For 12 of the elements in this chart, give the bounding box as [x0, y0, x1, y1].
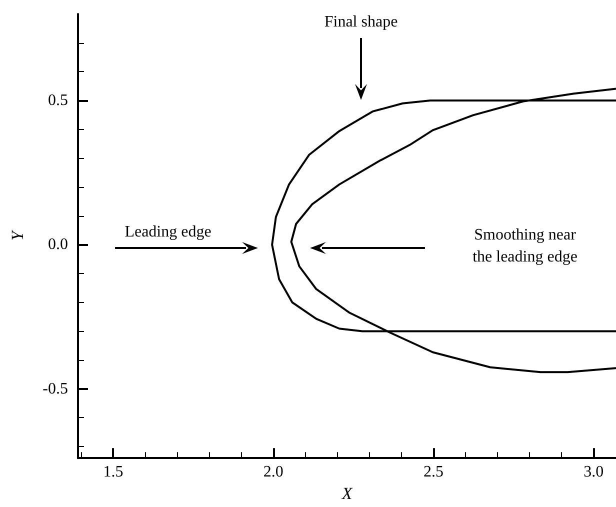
- annotation: Smoothing near the leading edge: [472, 226, 578, 266]
- y-tick-label: 0.5: [48, 92, 68, 110]
- annotation: Leading edge: [124, 224, 212, 240]
- y-tick-label: -0.5: [42, 380, 68, 398]
- x-tick-label: 1.5: [103, 464, 124, 481]
- x-tick-label: 2.0: [263, 464, 284, 481]
- x-tick-label: 3.0: [584, 464, 604, 481]
- x-axis-title: X: [340, 484, 353, 503]
- y-tick-label: 0.0: [48, 236, 68, 254]
- annotation: Final shape: [324, 14, 398, 30]
- y-axis-title: Y: [8, 230, 27, 241]
- x-tick-label: 2.5: [423, 464, 444, 481]
